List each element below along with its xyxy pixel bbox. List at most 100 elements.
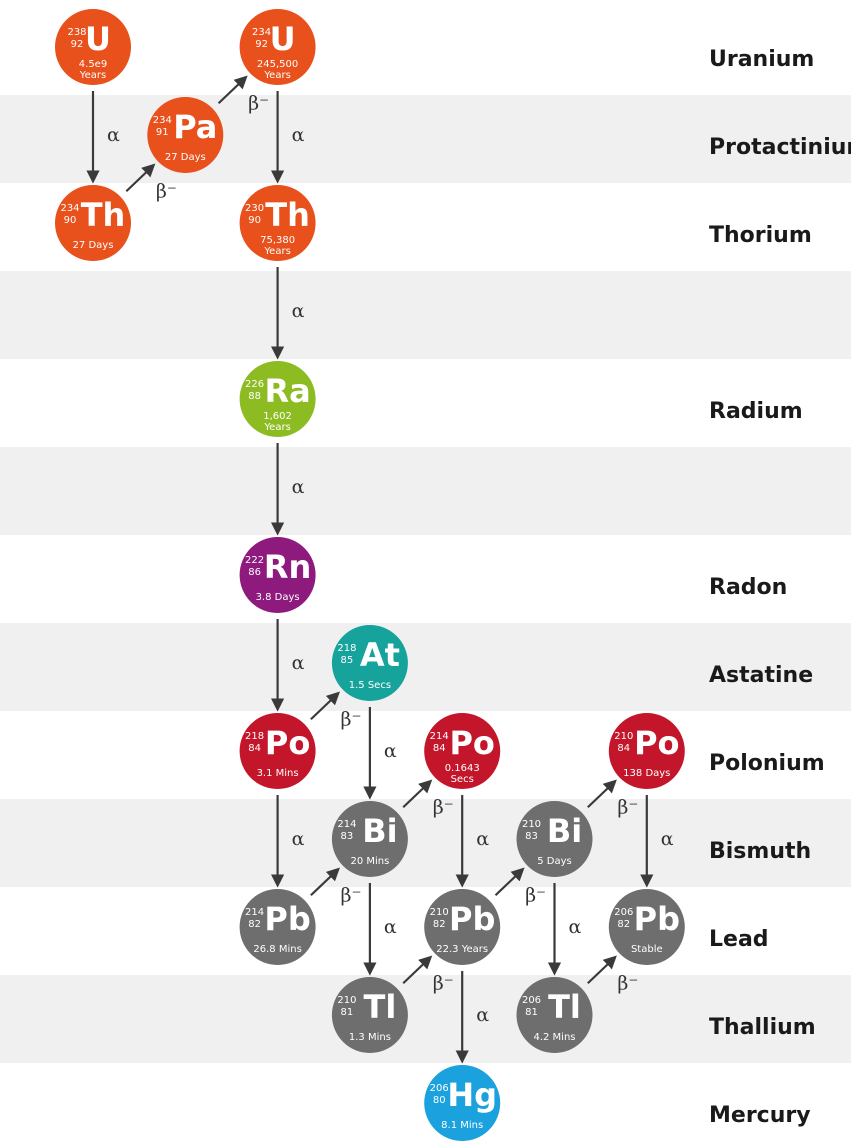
decay-label: β⁻ — [617, 796, 638, 818]
element-label: Uranium — [709, 47, 814, 72]
half-life: Years — [79, 70, 106, 81]
atomic-number: 86 — [248, 567, 261, 578]
decay-arrow — [587, 955, 617, 985]
decay-arrow — [587, 779, 617, 809]
nuclide — [331, 801, 408, 877]
nuclide — [608, 713, 685, 789]
symbol: Po — [265, 724, 310, 762]
element-label: Lead — [709, 927, 769, 952]
decay-label: β⁻ — [340, 708, 361, 730]
symbol: Tl — [364, 988, 397, 1026]
mass-number: 214 — [430, 731, 449, 742]
decay-label: β⁻ — [156, 180, 177, 202]
decay-label: α — [661, 828, 674, 850]
decay-arrow — [310, 691, 340, 721]
decay-label: α — [384, 740, 397, 762]
symbol: At — [360, 636, 400, 674]
mass-number: 238 — [67, 27, 86, 38]
decay-label: α — [292, 124, 305, 146]
nuclide — [424, 889, 501, 965]
decay-label: β⁻ — [525, 884, 546, 906]
decay-label: α — [292, 652, 305, 674]
half-life: 26.8 Mins — [253, 944, 301, 955]
decay-label: β⁻ — [340, 884, 361, 906]
decay-label: α — [292, 828, 305, 850]
half-life: 27 Days — [165, 152, 206, 163]
mass-number: 210 — [614, 731, 633, 742]
atomic-number: 88 — [248, 391, 261, 402]
nuclide — [239, 537, 316, 613]
atomic-number: 81 — [525, 1007, 538, 1018]
symbol: Bi — [547, 812, 582, 850]
decay-arrow — [402, 779, 433, 809]
symbol: Th — [81, 196, 126, 234]
half-life: Years — [263, 422, 290, 433]
nuclide — [424, 713, 501, 789]
element-label: Astatine — [709, 663, 813, 688]
half-life: Years — [263, 70, 290, 81]
decay-label: β⁻ — [433, 972, 454, 994]
element-label: Radium — [709, 399, 803, 424]
element-label: Protactinium — [709, 135, 851, 160]
row-band — [0, 975, 851, 1063]
element-label: Radon — [709, 575, 787, 600]
decay-label: α — [476, 1004, 489, 1026]
mass-number: 234 — [60, 203, 79, 214]
mass-number: 210 — [522, 819, 541, 830]
half-life: 1.5 Secs — [349, 680, 391, 691]
atomic-number: 80 — [433, 1095, 446, 1106]
atomic-number: 90 — [64, 215, 77, 226]
atomic-number: 84 — [617, 743, 630, 754]
decay-label: β⁻ — [248, 92, 269, 114]
row-band — [0, 623, 851, 711]
half-life: Secs — [451, 774, 474, 785]
nuclide — [239, 361, 316, 437]
nuclide — [516, 977, 593, 1053]
atomic-number: 83 — [341, 831, 354, 842]
decay-arrow — [402, 955, 433, 985]
half-life: 5 Days — [537, 856, 572, 867]
element-label: Thallium — [709, 1015, 816, 1040]
decay-label: α — [476, 828, 489, 850]
mass-number: 210 — [337, 995, 356, 1006]
atomic-number: 92 — [255, 39, 268, 50]
nuclide — [239, 9, 316, 85]
atomic-number: 85 — [341, 655, 354, 666]
atomic-number: 84 — [433, 743, 446, 754]
nuclide — [516, 801, 593, 877]
element-label: Polonium — [709, 751, 825, 776]
element-label: Mercury — [709, 1103, 811, 1128]
half-life: 245,500 — [257, 59, 298, 70]
half-life: 20 Mins — [350, 856, 389, 867]
atomic-number: 84 — [248, 743, 261, 754]
decay-label: β⁻ — [617, 972, 638, 994]
symbol: Po — [634, 724, 679, 762]
atomic-number: 83 — [525, 831, 538, 842]
symbol: U — [270, 20, 296, 58]
nuclide — [608, 889, 685, 965]
nuclide — [147, 97, 224, 173]
mass-number: 206 — [430, 1083, 449, 1094]
row-band — [0, 447, 851, 535]
decay-arrow — [310, 867, 340, 897]
atomic-number: 82 — [248, 919, 261, 930]
half-life: 8.1 Mins — [441, 1120, 483, 1131]
atomic-number: 92 — [71, 39, 84, 50]
decay-arrow — [494, 867, 525, 897]
atomic-number: 82 — [433, 919, 446, 930]
symbol: Th — [265, 196, 310, 234]
half-life: Stable — [631, 944, 663, 955]
mass-number: 234 — [252, 27, 271, 38]
symbol: Ra — [264, 372, 310, 410]
nuclide — [331, 977, 408, 1053]
symbol: Po — [449, 724, 494, 762]
half-life: 1.3 Mins — [349, 1032, 391, 1043]
decay-arrow — [125, 163, 156, 193]
mass-number: 218 — [245, 731, 264, 742]
symbol: Pb — [449, 900, 495, 938]
row-band — [0, 799, 851, 887]
half-life: 1,602 — [263, 411, 292, 422]
mass-number: 234 — [153, 115, 172, 126]
mass-number: 206 — [522, 995, 541, 1006]
